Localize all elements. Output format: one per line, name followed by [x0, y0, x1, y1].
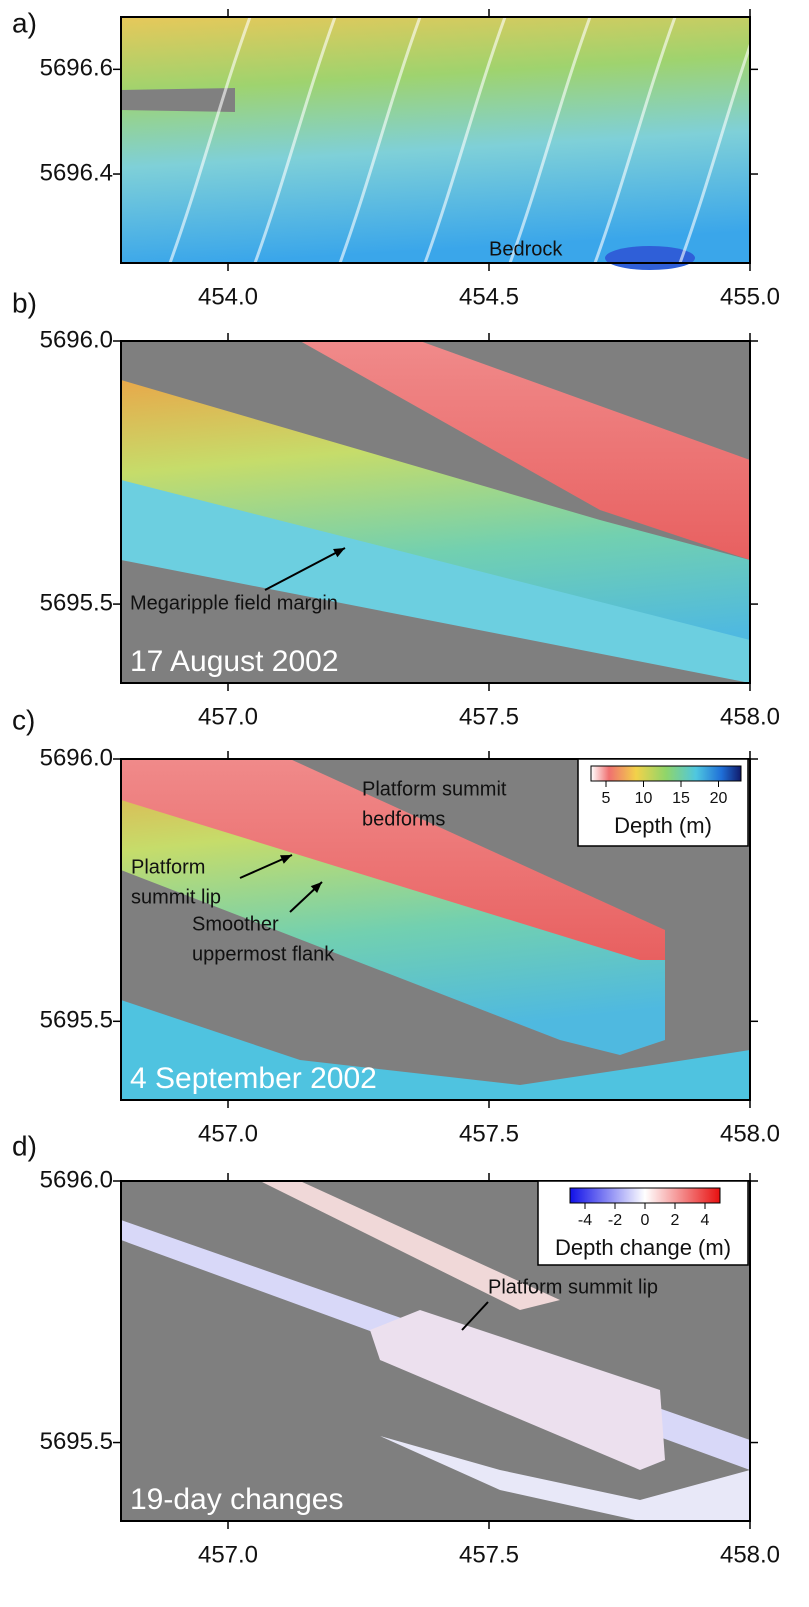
panel-label: c): [12, 704, 35, 735]
colorbar: [591, 766, 741, 781]
x-tick-label: 455.0: [720, 283, 780, 310]
colorbar-tick-label: 20: [710, 790, 728, 807]
annotation: Platform summit lip: [488, 1276, 658, 1298]
colorbar-tick-label: -2: [608, 1212, 622, 1229]
panel-label: a): [12, 7, 37, 38]
map-imagery: [121, 88, 235, 112]
annotation: Megaripple field margin: [130, 592, 338, 614]
x-tick-label: 457.5: [459, 1120, 519, 1147]
y-tick-label: 5695.5: [40, 1428, 113, 1455]
x-tick-label: 457.0: [198, 1541, 258, 1568]
x-tick-label: 454.0: [198, 283, 258, 310]
map-imagery: [121, 17, 750, 263]
colorbar-tick-label: 4: [701, 1212, 710, 1229]
x-tick-label: 458.0: [720, 703, 780, 730]
panel-date: 17 August 2002: [130, 645, 339, 678]
y-tick-label: 5696.4: [40, 159, 113, 186]
x-tick-label: 457.0: [198, 1120, 258, 1147]
panel-date: 4 September 2002: [130, 1062, 377, 1095]
colorbar-tick-label: 2: [671, 1212, 680, 1229]
y-tick-label: 5696.0: [40, 744, 113, 771]
annotation: uppermost flank: [192, 943, 335, 965]
x-tick-label: 454.5: [459, 283, 519, 310]
x-tick-label: 458.0: [720, 1541, 780, 1568]
annotation: Bedrock: [489, 238, 563, 260]
annotation: Platform summit: [362, 778, 507, 800]
panel-label: b): [12, 287, 37, 318]
y-tick-label: 5695.5: [40, 1007, 113, 1034]
y-tick-label: 5696.6: [40, 55, 113, 82]
y-tick-label: 5696.0: [40, 1166, 113, 1193]
figure: a)454.0454.5455.05696.45696.6Bedrockb)45…: [0, 0, 809, 1607]
annotation: summit lip: [131, 886, 221, 908]
x-tick-label: 457.5: [459, 1541, 519, 1568]
x-tick-label: 457.5: [459, 703, 519, 730]
colorbar-title: Depth (m): [614, 813, 712, 838]
x-tick-label: 458.0: [720, 1120, 780, 1147]
y-tick-label: 5696.0: [40, 326, 113, 353]
annotation: bedforms: [362, 808, 445, 830]
map: [121, 17, 760, 270]
annotation: Platform: [131, 856, 205, 878]
colorbar-tick-label: 15: [672, 790, 690, 807]
annotation: Smoother: [192, 913, 279, 935]
x-tick-label: 457.0: [198, 703, 258, 730]
panel-date: 19-day changes: [130, 1483, 344, 1516]
colorbar-title: Depth change (m): [555, 1235, 731, 1260]
colorbar: [570, 1188, 720, 1203]
y-tick-label: 5695.5: [40, 589, 113, 616]
map: [121, 341, 750, 683]
panel-label: d): [12, 1130, 37, 1161]
colorbar-tick-label: 0: [641, 1212, 650, 1229]
colorbar-tick-label: -4: [578, 1212, 592, 1229]
page: a)454.0454.5455.05696.45696.6Bedrockb)45…: [0, 0, 809, 1607]
colorbar-tick-label: 5: [602, 790, 611, 807]
colorbar-tick-label: 10: [635, 790, 653, 807]
